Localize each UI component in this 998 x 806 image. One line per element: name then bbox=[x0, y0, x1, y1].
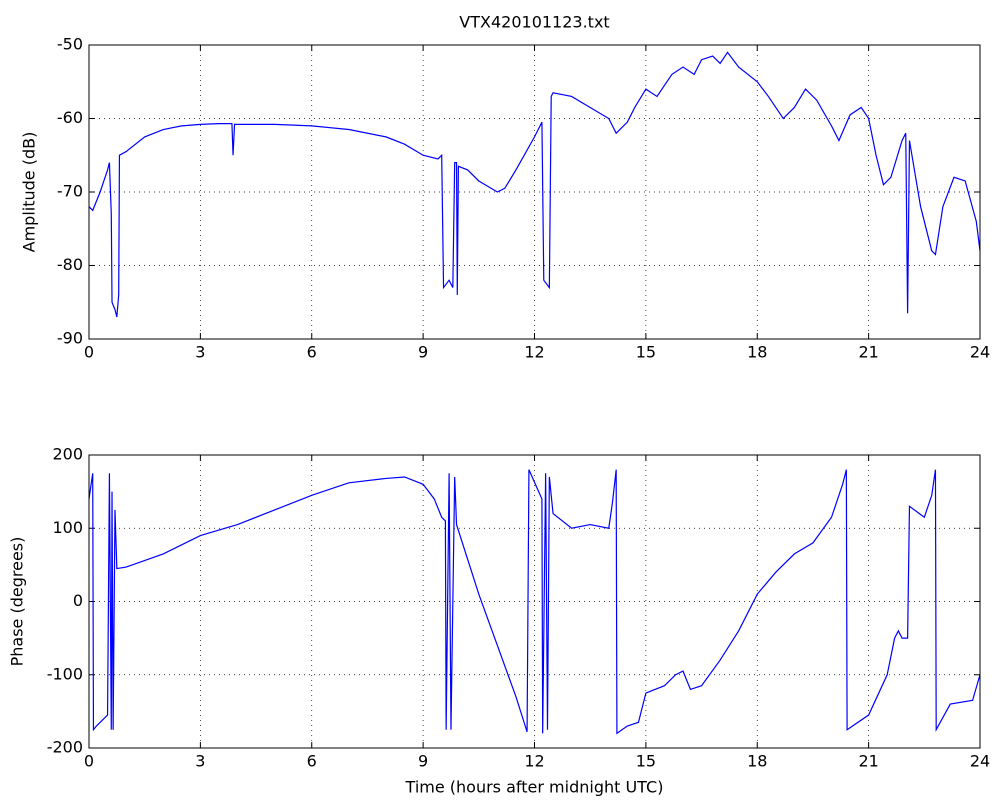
x-tick-label: 9 bbox=[418, 343, 428, 362]
axes-frame bbox=[88, 454, 981, 749]
y-tick-label: -200 bbox=[47, 738, 83, 757]
x-tick-label: 18 bbox=[747, 343, 767, 362]
y-tick-label: 0 bbox=[73, 591, 83, 610]
y-tick-label: -70 bbox=[57, 182, 83, 201]
x-tick-label: 3 bbox=[195, 752, 205, 771]
x-tick-label: 24 bbox=[970, 343, 990, 362]
x-axis-label: Time (hours after midnight UTC) bbox=[405, 778, 664, 797]
y-tick-label: 200 bbox=[52, 445, 83, 464]
x-tick-label: 21 bbox=[858, 752, 878, 771]
x-tick-label: 18 bbox=[747, 752, 767, 771]
y-axis-label: Amplitude (dB) bbox=[20, 132, 39, 253]
x-tick-label: 6 bbox=[307, 343, 317, 362]
x-tick-label: 0 bbox=[84, 343, 94, 362]
y-tick-label: -90 bbox=[57, 329, 83, 348]
chart-title: VTX420101123.txt bbox=[459, 13, 609, 32]
y-tick-label: -50 bbox=[57, 35, 83, 54]
y-tick-label: 100 bbox=[52, 518, 83, 537]
x-tick-label: 24 bbox=[970, 752, 990, 771]
y-tick-label: -100 bbox=[47, 664, 83, 683]
x-tick-label: 12 bbox=[524, 752, 544, 771]
x-tick-label: 0 bbox=[84, 752, 94, 771]
y-tick-label: -60 bbox=[57, 108, 83, 127]
x-tick-label: 21 bbox=[858, 343, 878, 362]
x-tick-label: 12 bbox=[524, 343, 544, 362]
x-tick-label: 6 bbox=[307, 752, 317, 771]
y-axis-label: Phase (degrees) bbox=[8, 537, 27, 667]
y-tick-label: -80 bbox=[57, 255, 83, 274]
data-line bbox=[88, 469, 981, 735]
x-tick-label: 15 bbox=[636, 343, 656, 362]
x-tick-label: 3 bbox=[195, 343, 205, 362]
axes-frame bbox=[88, 44, 981, 340]
x-tick-label: 9 bbox=[418, 752, 428, 771]
data-line bbox=[88, 51, 981, 318]
x-tick-label: 15 bbox=[636, 752, 656, 771]
